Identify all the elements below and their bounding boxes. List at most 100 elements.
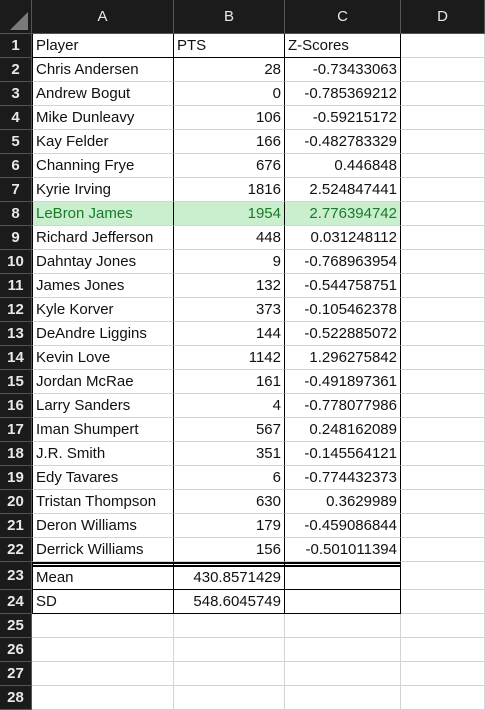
row-header-27[interactable]: 27	[0, 662, 32, 686]
row-header-12[interactable]: 12	[0, 298, 32, 322]
cell-d16[interactable]	[401, 394, 485, 418]
cell-a8[interactable]: LeBron James	[32, 202, 174, 226]
row-header-26[interactable]: 26	[0, 638, 32, 662]
cell-c16[interactable]: -0.778077986	[285, 394, 401, 418]
cell-a7[interactable]: Kyrie Irving	[32, 178, 174, 202]
cell-d19[interactable]	[401, 466, 485, 490]
cell-b17[interactable]: 567	[174, 418, 285, 442]
cell-d20[interactable]	[401, 490, 485, 514]
cell-d2[interactable]	[401, 58, 485, 82]
cell-c3[interactable]: -0.785369212	[285, 82, 401, 106]
cell-a24[interactable]: SD	[32, 590, 174, 614]
row-header-9[interactable]: 9	[0, 226, 32, 250]
row-header-15[interactable]: 15	[0, 370, 32, 394]
row-header-4[interactable]: 4	[0, 106, 32, 130]
cell-b13[interactable]: 144	[174, 322, 285, 346]
cell-a23[interactable]: Mean	[32, 562, 174, 590]
column-header-d[interactable]: D	[401, 0, 485, 34]
cell-c24[interactable]	[285, 590, 401, 614]
cell-d1[interactable]	[401, 34, 485, 58]
cell-b1[interactable]: PTS	[174, 34, 285, 58]
cell-b14[interactable]: 1142	[174, 346, 285, 370]
cell-c1[interactable]: Z-Scores	[285, 34, 401, 58]
cell-c27[interactable]	[285, 662, 401, 686]
cell-b18[interactable]: 351	[174, 442, 285, 466]
cell-d18[interactable]	[401, 442, 485, 466]
cell-b2[interactable]: 28	[174, 58, 285, 82]
cell-c26[interactable]	[285, 638, 401, 662]
cell-b4[interactable]: 106	[174, 106, 285, 130]
row-header-21[interactable]: 21	[0, 514, 32, 538]
cell-a6[interactable]: Channing Frye	[32, 154, 174, 178]
cell-b28[interactable]	[174, 686, 285, 710]
row-header-1[interactable]: 1	[0, 34, 32, 58]
row-header-23[interactable]: 23	[0, 562, 32, 590]
cell-b3[interactable]: 0	[174, 82, 285, 106]
cell-d21[interactable]	[401, 514, 485, 538]
cell-b27[interactable]	[174, 662, 285, 686]
row-header-16[interactable]: 16	[0, 394, 32, 418]
cell-a15[interactable]: Jordan McRae	[32, 370, 174, 394]
cell-a26[interactable]	[32, 638, 174, 662]
cell-a2[interactable]: Chris Andersen	[32, 58, 174, 82]
cell-a28[interactable]	[32, 686, 174, 710]
row-header-14[interactable]: 14	[0, 346, 32, 370]
row-header-28[interactable]: 28	[0, 686, 32, 710]
cell-d7[interactable]	[401, 178, 485, 202]
cell-b26[interactable]	[174, 638, 285, 662]
cell-b5[interactable]: 166	[174, 130, 285, 154]
row-header-13[interactable]: 13	[0, 322, 32, 346]
cell-c2[interactable]: -0.73433063	[285, 58, 401, 82]
cell-a14[interactable]: Kevin Love	[32, 346, 174, 370]
cell-a12[interactable]: Kyle Korver	[32, 298, 174, 322]
cell-a4[interactable]: Mike Dunleavy	[32, 106, 174, 130]
cell-b22[interactable]: 156	[174, 538, 285, 562]
row-header-3[interactable]: 3	[0, 82, 32, 106]
cell-a9[interactable]: Richard Jefferson	[32, 226, 174, 250]
cell-d24[interactable]	[401, 590, 485, 614]
cell-a21[interactable]: Deron Williams	[32, 514, 174, 538]
row-header-10[interactable]: 10	[0, 250, 32, 274]
cell-b25[interactable]	[174, 614, 285, 638]
cell-b12[interactable]: 373	[174, 298, 285, 322]
column-header-a[interactable]: A	[32, 0, 174, 34]
cell-c28[interactable]	[285, 686, 401, 710]
row-header-24[interactable]: 24	[0, 590, 32, 614]
cell-c7[interactable]: 2.524847441	[285, 178, 401, 202]
cell-b9[interactable]: 448	[174, 226, 285, 250]
cell-c4[interactable]: -0.59215172	[285, 106, 401, 130]
cell-b21[interactable]: 179	[174, 514, 285, 538]
cell-d25[interactable]	[401, 614, 485, 638]
cell-d28[interactable]	[401, 686, 485, 710]
cell-d5[interactable]	[401, 130, 485, 154]
cell-d26[interactable]	[401, 638, 485, 662]
row-header-25[interactable]: 25	[0, 614, 32, 638]
cell-d9[interactable]	[401, 226, 485, 250]
cell-d10[interactable]	[401, 250, 485, 274]
cell-b15[interactable]: 161	[174, 370, 285, 394]
cell-a17[interactable]: Iman Shumpert	[32, 418, 174, 442]
cell-a11[interactable]: James Jones	[32, 274, 174, 298]
cell-c22[interactable]: -0.501011394	[285, 538, 401, 562]
cell-a1[interactable]: Player	[32, 34, 174, 58]
row-header-20[interactable]: 20	[0, 490, 32, 514]
cell-d6[interactable]	[401, 154, 485, 178]
cell-a13[interactable]: DeAndre Liggins	[32, 322, 174, 346]
cell-c8[interactable]: 2.776394742	[285, 202, 401, 226]
cell-c12[interactable]: -0.105462378	[285, 298, 401, 322]
cell-b10[interactable]: 9	[174, 250, 285, 274]
cell-a16[interactable]: Larry Sanders	[32, 394, 174, 418]
cell-c20[interactable]: 0.3629989	[285, 490, 401, 514]
cell-c19[interactable]: -0.774432373	[285, 466, 401, 490]
row-header-8[interactable]: 8	[0, 202, 32, 226]
column-header-c[interactable]: C	[285, 0, 401, 34]
cell-c14[interactable]: 1.296275842	[285, 346, 401, 370]
cell-a25[interactable]	[32, 614, 174, 638]
row-header-7[interactable]: 7	[0, 178, 32, 202]
cell-d15[interactable]	[401, 370, 485, 394]
cell-a22[interactable]: Derrick Williams	[32, 538, 174, 562]
cell-a3[interactable]: Andrew Bogut	[32, 82, 174, 106]
cell-b11[interactable]: 132	[174, 274, 285, 298]
cell-d17[interactable]	[401, 418, 485, 442]
